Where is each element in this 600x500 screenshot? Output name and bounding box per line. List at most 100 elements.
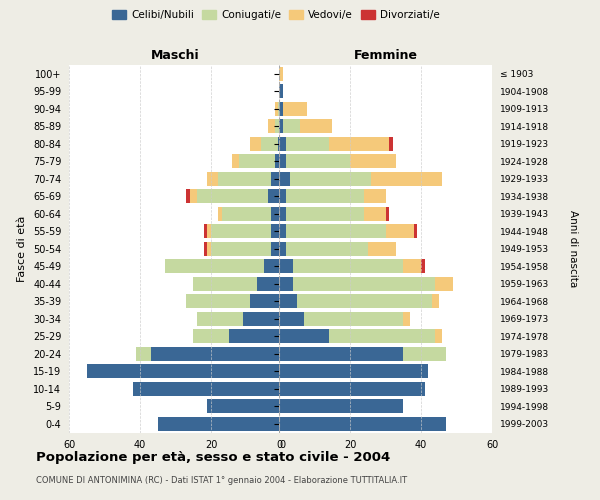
- Title: Maschi: Maschi: [151, 50, 200, 62]
- Bar: [364, 189, 386, 204]
- Bar: [421, 259, 425, 274]
- Bar: [271, 242, 282, 256]
- Bar: [279, 136, 286, 151]
- Bar: [208, 242, 211, 256]
- Bar: [279, 154, 286, 168]
- Bar: [208, 399, 282, 413]
- Bar: [271, 172, 282, 186]
- Bar: [193, 276, 257, 291]
- Bar: [250, 136, 260, 151]
- Bar: [350, 154, 396, 168]
- Bar: [229, 329, 282, 344]
- Bar: [279, 119, 283, 134]
- Bar: [186, 294, 250, 308]
- Bar: [268, 189, 282, 204]
- Bar: [243, 312, 282, 326]
- Bar: [279, 416, 446, 431]
- Bar: [275, 119, 282, 134]
- Bar: [279, 364, 428, 378]
- Bar: [158, 416, 282, 431]
- Bar: [329, 329, 435, 344]
- Bar: [286, 206, 364, 221]
- Bar: [211, 242, 271, 256]
- Bar: [386, 224, 414, 238]
- Bar: [279, 382, 425, 396]
- Bar: [218, 172, 271, 186]
- Bar: [279, 346, 403, 361]
- Bar: [386, 206, 389, 221]
- Bar: [293, 276, 435, 291]
- Bar: [190, 189, 197, 204]
- Bar: [279, 329, 329, 344]
- Bar: [329, 136, 389, 151]
- Bar: [414, 224, 418, 238]
- Bar: [293, 259, 403, 274]
- Bar: [260, 136, 278, 151]
- Bar: [283, 102, 307, 116]
- Title: Femmine: Femmine: [353, 50, 418, 62]
- Bar: [208, 224, 211, 238]
- Bar: [239, 154, 275, 168]
- Bar: [301, 119, 332, 134]
- Bar: [286, 154, 350, 168]
- Bar: [204, 242, 208, 256]
- Legend: Celibi/Nubili, Coniugati/e, Vedovi/e, Divorziati/e: Celibi/Nubili, Coniugati/e, Vedovi/e, Di…: [108, 6, 444, 24]
- Bar: [279, 259, 293, 274]
- Bar: [435, 276, 453, 291]
- Bar: [271, 224, 282, 238]
- Bar: [257, 276, 282, 291]
- Bar: [186, 189, 190, 204]
- Y-axis label: Fasce di età: Fasce di età: [17, 216, 28, 282]
- Text: Popolazione per età, sesso e stato civile - 2004: Popolazione per età, sesso e stato civil…: [36, 451, 390, 464]
- Bar: [221, 206, 271, 221]
- Bar: [275, 102, 278, 116]
- Text: COMUNE DI ANTONIMINA (RC) - Dati ISTAT 1° gennaio 2004 - Elaborazione TUTTITALIA: COMUNE DI ANTONIMINA (RC) - Dati ISTAT 1…: [36, 476, 407, 485]
- Bar: [297, 294, 431, 308]
- Bar: [279, 224, 286, 238]
- Bar: [218, 206, 221, 221]
- Bar: [271, 206, 282, 221]
- Bar: [279, 102, 283, 116]
- Bar: [286, 224, 386, 238]
- Bar: [371, 172, 442, 186]
- Bar: [275, 154, 282, 168]
- Bar: [197, 189, 268, 204]
- Bar: [364, 206, 386, 221]
- Bar: [208, 172, 218, 186]
- Bar: [286, 189, 364, 204]
- Bar: [279, 172, 290, 186]
- Bar: [133, 382, 282, 396]
- Bar: [279, 312, 304, 326]
- Bar: [431, 294, 439, 308]
- Bar: [250, 294, 282, 308]
- Bar: [268, 119, 275, 134]
- Bar: [136, 346, 151, 361]
- Bar: [278, 102, 282, 116]
- Bar: [232, 154, 239, 168]
- Bar: [151, 346, 282, 361]
- Bar: [403, 312, 410, 326]
- Bar: [368, 242, 396, 256]
- Bar: [197, 312, 243, 326]
- Bar: [279, 189, 286, 204]
- Bar: [286, 242, 368, 256]
- Bar: [403, 259, 421, 274]
- Bar: [193, 329, 229, 344]
- Bar: [165, 259, 264, 274]
- Bar: [279, 276, 293, 291]
- Bar: [278, 136, 282, 151]
- Bar: [389, 136, 392, 151]
- Bar: [279, 206, 286, 221]
- Bar: [403, 346, 446, 361]
- Bar: [279, 242, 286, 256]
- Bar: [87, 364, 282, 378]
- Bar: [279, 399, 403, 413]
- Bar: [290, 172, 371, 186]
- Bar: [283, 119, 301, 134]
- Bar: [279, 66, 283, 81]
- Bar: [279, 294, 297, 308]
- Bar: [279, 84, 283, 98]
- Bar: [204, 224, 208, 238]
- Bar: [211, 224, 271, 238]
- Bar: [304, 312, 403, 326]
